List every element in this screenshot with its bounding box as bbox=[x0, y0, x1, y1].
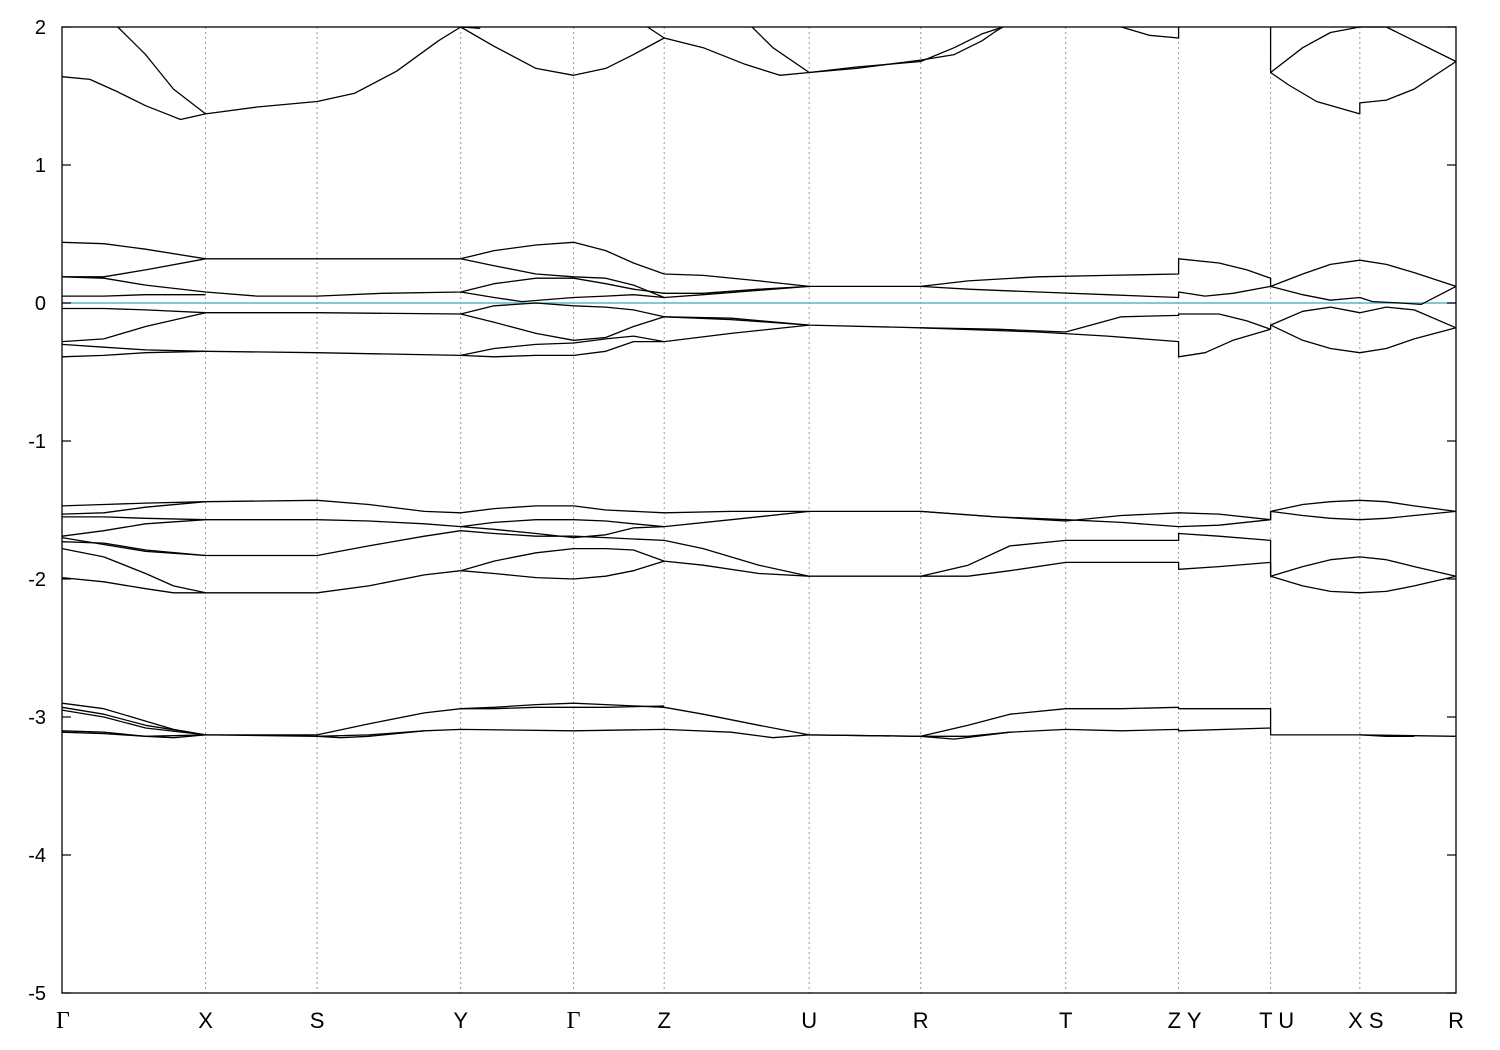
band-line-16 bbox=[920, 285, 1271, 299]
kpoint-label: X S bbox=[1348, 1008, 1383, 1033]
band-line-20 bbox=[460, 302, 665, 318]
band-line-5 bbox=[751, 26, 810, 74]
kpoint-label: T bbox=[1059, 1008, 1072, 1033]
kpoint-label: Γ bbox=[567, 1008, 581, 1034]
plot-background bbox=[62, 27, 1456, 993]
band-line-11 bbox=[62, 258, 206, 278]
band-line-30 bbox=[920, 510, 1457, 528]
band-line-40 bbox=[61, 706, 206, 736]
band-line-2 bbox=[117, 26, 206, 115]
band-line-21 bbox=[664, 316, 810, 326]
band-line-25 bbox=[61, 350, 206, 358]
band-line-12 bbox=[61, 276, 810, 297]
y-tick-label: 1 bbox=[35, 155, 46, 177]
band-line-44 bbox=[61, 731, 206, 737]
kpoint-label: Y bbox=[453, 1008, 468, 1033]
band-line-31 bbox=[61, 519, 206, 537]
band-line-14 bbox=[62, 294, 206, 297]
band-line-28 bbox=[61, 501, 206, 515]
band-line-13 bbox=[460, 258, 810, 299]
band-line-29 bbox=[62, 510, 810, 528]
band-line-9 bbox=[1270, 60, 1457, 115]
band-line-45 bbox=[317, 730, 425, 739]
band-line-43 bbox=[61, 727, 1271, 739]
kpoint-label: S bbox=[310, 1008, 325, 1033]
grid-layer bbox=[205, 27, 1361, 993]
band-line-38 bbox=[920, 561, 1457, 594]
band-line-22 bbox=[920, 313, 1271, 333]
band-line-47 bbox=[1359, 734, 1415, 737]
band-line-10 bbox=[61, 241, 1457, 288]
kpoint-label: X bbox=[198, 1008, 213, 1033]
y-tick-label: -5 bbox=[28, 983, 46, 1005]
band-line-26 bbox=[460, 324, 810, 358]
band-line-7 bbox=[1121, 26, 1180, 39]
kpoint-label: Z Y bbox=[1168, 1008, 1202, 1033]
band-line-4 bbox=[647, 26, 665, 39]
band-line-17 bbox=[1270, 285, 1457, 306]
band-line-42 bbox=[460, 705, 665, 710]
band-line-15 bbox=[460, 291, 665, 303]
kpoint-label: Γ bbox=[56, 1008, 70, 1034]
band-line-23 bbox=[1270, 306, 1457, 329]
kpoint-label: R bbox=[913, 1008, 929, 1033]
y-tick-label: -3 bbox=[28, 707, 46, 729]
band-line-37 bbox=[460, 560, 665, 580]
band-line-39 bbox=[61, 702, 1457, 737]
band-line-34 bbox=[61, 541, 206, 557]
y-axis-ticks: 2 1 0 -1 -2 -3 -4 -5 bbox=[28, 17, 1456, 1005]
band-line-36 bbox=[61, 576, 206, 594]
kpoint-label: U bbox=[801, 1008, 817, 1033]
kpoint-label: T U bbox=[1259, 1008, 1294, 1033]
y-tick-label: -2 bbox=[28, 569, 46, 591]
band-line-1 bbox=[61, 26, 1004, 121]
band-line-8 bbox=[1269, 26, 1457, 74]
bands-layer bbox=[61, 26, 1457, 740]
band-line-46 bbox=[920, 731, 1010, 740]
y-tick-label: -1 bbox=[28, 431, 46, 453]
band-line-32 bbox=[460, 525, 665, 539]
band-line-6 bbox=[809, 26, 1004, 74]
band-line-19 bbox=[62, 307, 206, 314]
kpoint-label: Z bbox=[657, 1008, 670, 1033]
y-tick-label: 0 bbox=[35, 293, 46, 315]
band-line-35 bbox=[61, 547, 810, 594]
band-line-41 bbox=[61, 709, 206, 736]
band-line-24 bbox=[61, 335, 665, 357]
plot-frame bbox=[61, 26, 1457, 994]
y-tick-label: -4 bbox=[28, 845, 46, 867]
kpoint-label: R bbox=[1448, 1008, 1464, 1033]
y-tick-label: 2 bbox=[35, 17, 46, 39]
